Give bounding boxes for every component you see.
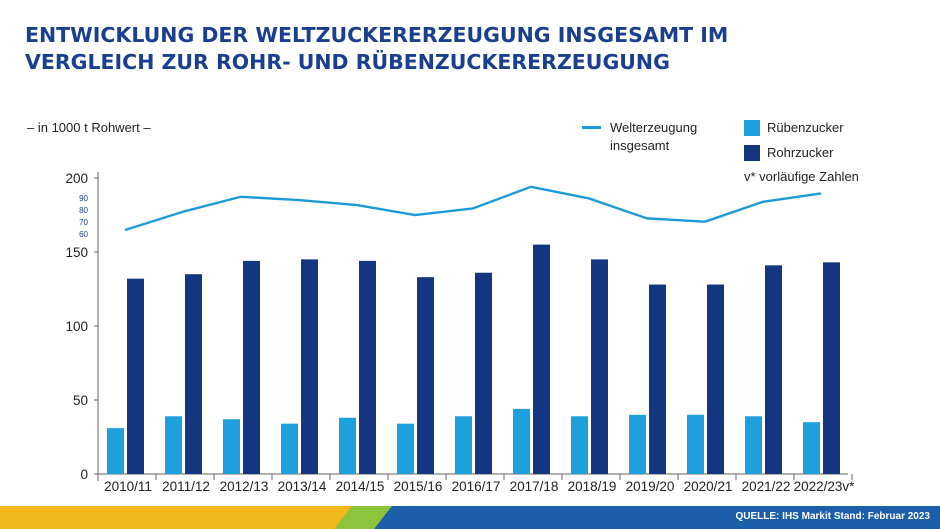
legend-line-label: Welterzeugung insgesamt: [610, 119, 730, 155]
y-tick-label: 0: [80, 467, 88, 482]
unit-label: – in 1000 t Rohwert –: [27, 120, 151, 135]
cane-bar: [359, 260, 376, 474]
x-tick-label: 2014/15: [336, 479, 385, 494]
x-tick-label: 2011/12: [162, 479, 210, 494]
y-break-label: 70: [79, 218, 88, 227]
legend-line-label-1: Welterzeugung: [610, 120, 698, 135]
legend-cane-label: Rohrzucker: [767, 145, 834, 160]
beet-bar: [281, 423, 298, 474]
y-break-label: 80: [79, 206, 88, 215]
legend-line-label-2: insgesamt: [610, 138, 670, 153]
cane-bar: [591, 259, 608, 474]
x-tick-label: 2022/23v*: [794, 479, 856, 494]
x-tick-label: 2012/13: [220, 479, 269, 494]
x-tick-label: 2019/20: [626, 479, 675, 494]
beet-bar: [745, 416, 762, 474]
x-tick-label: 2013/14: [278, 479, 327, 494]
x-tick-label: 2016/17: [452, 479, 501, 494]
beet-bar: [165, 416, 182, 474]
bar-line-chart: 0 50 100 150 200 90 80 70 60 2010/11 2011/12 2012/1…: [65, 171, 856, 494]
cane-bar: [417, 277, 434, 474]
footer-bar: [0, 506, 940, 529]
y-break-label: 60: [79, 230, 88, 239]
cane-bar: [185, 274, 202, 474]
x-tick-label: 2021/22: [742, 479, 791, 494]
legend-line-marker: [582, 126, 601, 129]
y-tick-label: 200: [65, 171, 88, 186]
cane-bar: [823, 262, 840, 474]
y-tick-label: 100: [65, 319, 88, 334]
cane-bar: [533, 244, 550, 474]
footer-blue-segment: [374, 506, 940, 529]
cane-bar: [475, 272, 492, 474]
legend-beet-label: Rübenzucker: [767, 120, 844, 135]
footer-yellow-segment: [0, 506, 360, 529]
beet-bar: [629, 414, 646, 474]
chart-title-line-2: VERGLEICH ZUR ROHR- UND RÜBENZUCKERERZEU…: [25, 50, 670, 74]
source-note: QUELLE: IHS Markit Stand: Februar 2023: [735, 511, 931, 522]
cane-bar: [301, 259, 318, 474]
legend-beet-swatch: [744, 120, 760, 136]
chart-title: ENTWICKLUNG DER WELTZUCKERERZEUGUNG INSG…: [25, 22, 905, 76]
legend-cane-swatch: [744, 145, 760, 161]
y-tick-label: 150: [65, 245, 88, 260]
y-break-label: 90: [79, 194, 88, 203]
x-tick-label: 2015/16: [394, 479, 443, 494]
y-tick-label: 50: [73, 393, 88, 408]
beet-bar: [513, 408, 530, 474]
cane-bar: [243, 260, 260, 474]
cane-bar: [127, 278, 144, 474]
cane-bar: [765, 265, 782, 474]
beet-bar: [397, 423, 414, 474]
preliminary-note: v* vorläufige Zahlen: [744, 169, 859, 184]
beet-bar: [803, 422, 820, 474]
beet-bar: [455, 416, 472, 474]
chart-title-line-1: ENTWICKLUNG DER WELTZUCKERERZEUGUNG INSG…: [25, 23, 729, 47]
beet-bar: [339, 417, 356, 474]
beet-bar: [687, 414, 704, 474]
beet-bar: [107, 428, 124, 474]
x-tick-label: 2018/19: [568, 479, 617, 494]
cane-bar: [707, 284, 724, 474]
x-tick-label: 2020/21: [684, 479, 733, 494]
beet-bar: [571, 416, 588, 474]
x-tick-label: 2017/18: [510, 479, 559, 494]
cane-bar: [649, 284, 666, 474]
beet-bar: [223, 419, 240, 474]
x-tick-label: 2010/11: [104, 479, 152, 494]
